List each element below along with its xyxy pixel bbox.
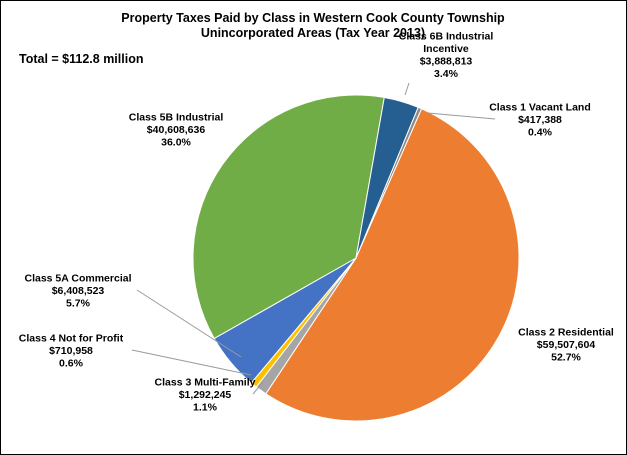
pie-slice-class-5b-industrial [192, 94, 385, 340]
chart-title-line-1: Property Taxes Paid by Class in Western … [121, 11, 505, 25]
leader-line-class-6b-industrial-incentive [404, 82, 410, 96]
data-label-class-2-residential: Class 2 Residential $59,507,604 52.7% [518, 327, 614, 364]
chart-title-line-2: Unincorporated Areas (Tax Year 2013) [201, 26, 425, 40]
data-label-class-5a-commercial: Class 5A Commercial $6,408,523 5.7% [25, 273, 132, 310]
leader-line-class-4-not-for-profit [131, 349, 252, 376]
slices-layer [192, 94, 520, 422]
data-label-class-5b-industrial: Class 5B Industrial $40,608,636 36.0% [129, 112, 224, 149]
leader-line-class-1-vacant-land [427, 112, 496, 120]
data-label-class-1-vacant-land: Class 1 Vacant Land $417,388 0.4% [489, 102, 591, 139]
data-label-class-3-multi-family: Class 3 Multi-Family $1,292,245 1.1% [155, 377, 256, 414]
data-label-class-6b-industrial-incentive: Class 6B Industrial Incentive $3,888,813 3.… [399, 30, 494, 80]
leader-line-class-5a-commercial [136, 289, 242, 358]
total-annotation: Total = $112.8 million [19, 52, 143, 66]
pie-slice-class-6b-industrial-incentive [355, 96, 419, 259]
leader-lines-layer [131, 82, 496, 395]
data-label-class-4-not-for-profit: Class 4 Not for Profit $710,958 0.6% [19, 333, 124, 370]
pie-slice-class-2-residential [265, 108, 520, 422]
leader-line-class-3-multi-family [252, 381, 264, 395]
data-labels-layer: Class 1 Vacant Land $417,388 0.4% Class 2 R… [19, 30, 614, 413]
